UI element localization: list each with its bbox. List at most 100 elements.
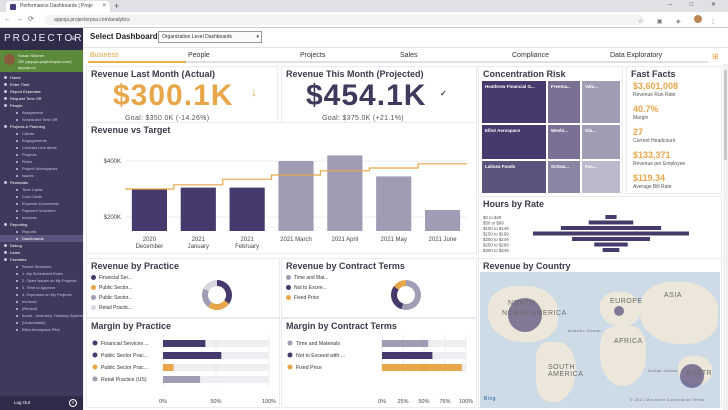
sidebar-item[interactable]: Learn — [0, 249, 83, 256]
sidebar-item[interactable]: Payment Vouchers — [0, 207, 83, 214]
url-input[interactable]: appoja.projectorpsa.com/analytics — [44, 15, 644, 25]
bar[interactable] — [382, 364, 462, 371]
bubble-eu[interactable] — [614, 306, 624, 316]
sidebar-item[interactable]: Elliot Aerospace Pilot — [0, 326, 83, 333]
bubble-au[interactable] — [680, 364, 704, 388]
bar[interactable] — [278, 161, 314, 231]
bar[interactable] — [229, 187, 265, 231]
feedback-icon[interactable]: ⊞ — [712, 52, 719, 61]
bar[interactable] — [163, 340, 206, 347]
scrollbar[interactable] — [723, 64, 728, 410]
legend-item[interactable]: Public Sector... — [91, 285, 132, 291]
sidebar-item[interactable]: Project Workspaces — [0, 165, 83, 172]
pie-slice[interactable] — [391, 286, 404, 310]
treemap-tile[interactable]: Valu... — [581, 80, 621, 124]
sidebar-item[interactable]: Reports — [0, 228, 83, 235]
bar[interactable] — [605, 215, 617, 219]
treemap-tile[interactable]: Heathrow Financial G... — [481, 80, 547, 124]
logout-link[interactable]: Log Out — [14, 400, 31, 405]
sidebar-item[interactable]: Engagements — [0, 137, 83, 144]
sidebar-item[interactable]: Clients — [0, 130, 83, 137]
pie-slice[interactable] — [401, 280, 421, 310]
pie-slice[interactable] — [202, 288, 212, 308]
legend-item[interactable]: Time and Mat... — [286, 275, 329, 281]
sidebar-item[interactable]: Home — [0, 74, 83, 81]
sidebar-item[interactable]: Favorites — [0, 256, 83, 263]
bar[interactable] — [163, 364, 174, 371]
collapse-icon[interactable]: « — [69, 399, 77, 407]
sidebar-item[interactable]: Projects & Planning — [0, 123, 83, 130]
treemap-tile[interactable]: Elliot Aerospace — [481, 124, 547, 160]
bar[interactable] — [533, 231, 689, 236]
bar[interactable] — [163, 352, 222, 359]
bar[interactable] — [327, 155, 363, 231]
treemap-tile[interactable]: Gla... — [581, 124, 621, 160]
sidebar-item[interactable]: Dashboards — [0, 235, 83, 242]
pie-slice[interactable] — [203, 280, 217, 292]
map-copyright[interactable]: © 2021 Microsoft Corporation Terms — [630, 398, 705, 402]
bar[interactable] — [588, 220, 634, 225]
window-controls[interactable]: – □ ✕ — [668, 2, 724, 8]
menu-icon[interactable]: ≡ — [71, 34, 78, 43]
sidebar-item[interactable]: Reporting — [0, 221, 83, 228]
bar[interactable] — [163, 376, 201, 383]
sidebar-item[interactable]: Scheduled Time Off — [0, 116, 83, 123]
sidebar-item[interactable]: Contract Line Items — [0, 144, 83, 151]
sidebar-item[interactable]: Issues — [0, 172, 83, 179]
sidebar-item[interactable]: Report Expenses — [0, 88, 83, 95]
nav-buttons[interactable]: ←→⟳ — [4, 16, 39, 23]
pie-slice[interactable] — [208, 300, 230, 310]
sidebar-item[interactable]: Expense Documents — [0, 200, 83, 207]
sidebar-item[interactable]: Projects — [0, 151, 83, 158]
legend-item[interactable]: Retail Practic... — [91, 305, 133, 311]
sidebar-item[interactable]: 3. Time to Approve — [0, 284, 83, 291]
tab-compliance[interactable]: Compliance — [510, 50, 608, 63]
treemap-tile[interactable]: Freema... — [547, 80, 581, 124]
sidebar-item[interactable]: 1. My Scheduled Roles — [0, 270, 83, 277]
tab-projects[interactable]: Projects — [298, 50, 398, 63]
profile-avatar[interactable] — [694, 15, 703, 23]
bar[interactable] — [560, 226, 662, 230]
sidebar-item[interactable]: Invoices — [0, 214, 83, 221]
sidebar-item[interactable]: People — [0, 102, 83, 109]
world-map[interactable]: NORTH NORTH AMERICA EUROPE ASIA AFRICA S… — [480, 272, 720, 408]
bar[interactable] — [131, 189, 168, 231]
new-tab-button[interactable]: + — [114, 1, 120, 11]
tab-data-exploratory[interactable]: Data Exploratory — [608, 50, 708, 63]
legend-item[interactable]: Fixed Price — [286, 295, 319, 301]
bar[interactable] — [602, 248, 620, 252]
pie-slice[interactable] — [393, 280, 406, 290]
pie-slice[interactable] — [217, 280, 232, 304]
legend-item[interactable]: Financial Ser... — [91, 275, 132, 281]
sidebar-item[interactable]: Financials — [0, 179, 83, 186]
sidebar-item[interactable]: 2. Open Issues on My Projects — [0, 277, 83, 284]
bar[interactable] — [382, 352, 433, 359]
legend-item[interactable]: Public Sector... — [91, 295, 132, 301]
bar[interactable] — [376, 176, 412, 231]
sidebar-item[interactable]: Time Cards — [0, 186, 83, 193]
sidebar-item[interactable]: (Recent) — [0, 305, 83, 312]
sidebar-item[interactable]: 4. Expenses on My Projects — [0, 291, 83, 298]
tab-people[interactable]: People — [186, 50, 298, 63]
legend-item[interactable]: Not to Excee... — [286, 285, 327, 291]
sidebar-item[interactable]: Debug — [0, 242, 83, 249]
treemap-tile[interactable]: Pac... — [581, 160, 621, 194]
treemap-tile[interactable]: Schwa... — [547, 160, 581, 194]
treemap-tile[interactable]: Weshi... — [547, 124, 581, 160]
tab-business[interactable]: Business — [88, 50, 186, 63]
bar[interactable] — [572, 237, 650, 241]
bar[interactable] — [594, 242, 628, 247]
sidebar-item[interactable]: Invoices — [0, 298, 83, 305]
bar[interactable] — [424, 210, 461, 231]
bar[interactable] — [382, 340, 429, 347]
sidebar-item[interactable]: (Unavailable) — [0, 319, 83, 326]
bar[interactable] — [180, 187, 216, 231]
bubble-na[interactable] — [508, 298, 542, 332]
user-card[interactable]: Susan Skinner GR (appoja.projectorpsa.co… — [0, 50, 83, 72]
tab-sales[interactable]: Sales — [398, 50, 510, 63]
extension-icons[interactable]: ☆ ▣ ◈ ⋮ — [638, 15, 722, 25]
browser-tab[interactable]: Performance Dashboards | Proje × — [6, 1, 110, 12]
scrollbar-thumb[interactable] — [724, 70, 727, 160]
sidebar-item[interactable]: Acme - Inventory Tracking System Beta Re… — [0, 312, 83, 319]
sidebar-item[interactable]: Assignment — [0, 109, 83, 116]
